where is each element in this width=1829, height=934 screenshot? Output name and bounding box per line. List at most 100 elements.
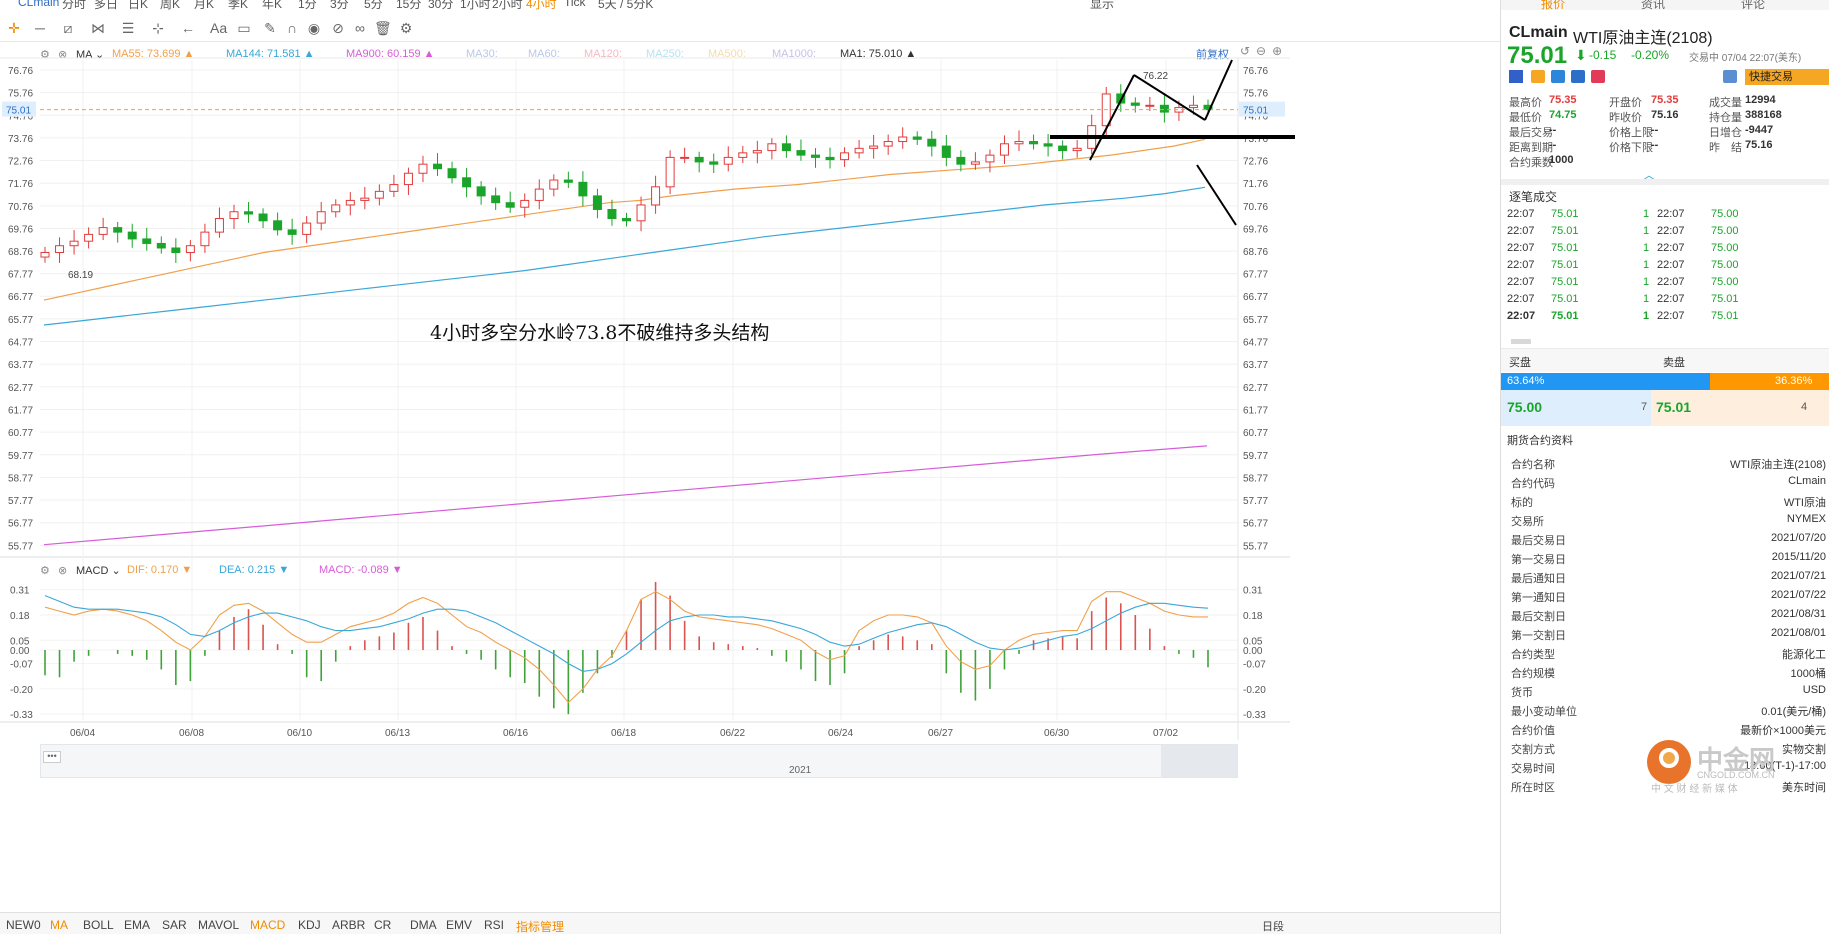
candle[interactable] bbox=[623, 219, 631, 221]
macd-legend-item[interactable]: MACD: -0.089 ▼ bbox=[319, 564, 403, 576]
candle[interactable] bbox=[303, 223, 311, 234]
indicator-tab[interactable]: MA bbox=[50, 918, 68, 932]
period-toggle[interactable]: 日段 bbox=[1262, 918, 1284, 934]
candle[interactable] bbox=[230, 212, 238, 219]
indicator-tab[interactable]: EMA bbox=[124, 918, 150, 932]
doc-icon[interactable] bbox=[1571, 70, 1585, 83]
candle[interactable] bbox=[695, 157, 703, 162]
candle[interactable] bbox=[782, 144, 790, 151]
candle[interactable] bbox=[768, 144, 776, 151]
candle[interactable] bbox=[1189, 105, 1197, 107]
indicator-tab[interactable]: NEW0 bbox=[6, 918, 41, 932]
candle[interactable] bbox=[928, 139, 936, 146]
candle[interactable] bbox=[85, 234, 93, 241]
candle[interactable] bbox=[681, 157, 689, 158]
indicator-tab[interactable]: 指标管理 bbox=[516, 918, 564, 934]
candle[interactable] bbox=[753, 151, 761, 153]
candle[interactable] bbox=[434, 164, 442, 169]
candle[interactable] bbox=[899, 137, 907, 142]
indicator-tab[interactable]: CR bbox=[374, 918, 391, 932]
candle[interactable] bbox=[506, 203, 514, 208]
candle[interactable] bbox=[70, 241, 78, 246]
candle[interactable] bbox=[1044, 144, 1052, 146]
candle[interactable] bbox=[463, 178, 471, 187]
candle[interactable] bbox=[390, 185, 398, 192]
candle[interactable] bbox=[957, 157, 965, 164]
candle[interactable] bbox=[1073, 148, 1081, 150]
candle[interactable] bbox=[346, 200, 354, 205]
candle[interactable] bbox=[143, 239, 151, 244]
candle[interactable] bbox=[841, 153, 849, 160]
candle[interactable] bbox=[186, 246, 194, 253]
indicator-tab[interactable]: DMA bbox=[410, 918, 437, 932]
candle[interactable] bbox=[1015, 142, 1023, 144]
candle[interactable] bbox=[172, 248, 180, 253]
candle[interactable] bbox=[477, 187, 485, 196]
candle[interactable] bbox=[971, 162, 979, 164]
candle[interactable] bbox=[550, 180, 558, 189]
candle[interactable] bbox=[332, 205, 340, 212]
candle[interactable] bbox=[1146, 105, 1154, 106]
indicator-tab[interactable]: RSI bbox=[484, 918, 504, 932]
candle[interactable] bbox=[826, 157, 834, 159]
panel-tab[interactable]: 评论 bbox=[1741, 0, 1765, 10]
candle[interactable] bbox=[419, 164, 427, 173]
candle[interactable] bbox=[884, 142, 892, 147]
candle[interactable] bbox=[1030, 142, 1038, 144]
navigator-more-icon[interactable]: ••• bbox=[43, 751, 61, 763]
ticks-scrollbar[interactable] bbox=[1511, 339, 1531, 344]
indicator-tab[interactable]: MACD bbox=[250, 918, 285, 932]
candle[interactable] bbox=[870, 146, 878, 148]
candle[interactable] bbox=[274, 221, 282, 230]
candle[interactable] bbox=[492, 196, 500, 203]
candle[interactable] bbox=[652, 187, 660, 205]
candle[interactable] bbox=[128, 232, 136, 239]
candle[interactable] bbox=[637, 205, 645, 221]
macd-settings-icon[interactable]: ⚙ bbox=[40, 564, 50, 577]
candle[interactable] bbox=[41, 253, 49, 258]
indicator-tab[interactable]: SAR bbox=[162, 918, 187, 932]
panel-tab[interactable]: 资讯 bbox=[1641, 0, 1665, 10]
indicator-tab[interactable]: EMV bbox=[446, 918, 472, 932]
candle[interactable] bbox=[99, 228, 107, 235]
candle[interactable] bbox=[811, 155, 819, 157]
candle[interactable] bbox=[1059, 146, 1067, 151]
indicator-tab[interactable]: BOLL bbox=[83, 918, 114, 932]
candle[interactable] bbox=[564, 180, 572, 182]
candle[interactable] bbox=[739, 153, 747, 158]
candle[interactable] bbox=[579, 182, 587, 196]
candle[interactable] bbox=[1131, 103, 1139, 105]
candle[interactable] bbox=[986, 155, 994, 162]
user-icon[interactable] bbox=[1551, 70, 1565, 83]
candle[interactable] bbox=[404, 173, 412, 184]
indicator-tab[interactable]: MAVOL bbox=[198, 918, 239, 932]
macd-close-icon[interactable]: ⊗ bbox=[58, 564, 67, 577]
candle[interactable] bbox=[361, 198, 369, 200]
macd-legend-item[interactable]: MACD ⌄ bbox=[76, 564, 121, 577]
time-navigator[interactable]: ••• 2021 bbox=[40, 744, 1238, 778]
bell-icon[interactable] bbox=[1723, 70, 1737, 83]
candle[interactable] bbox=[521, 200, 529, 207]
candle[interactable] bbox=[710, 162, 718, 164]
panel-tab[interactable]: 报价 bbox=[1541, 0, 1565, 10]
candle[interactable] bbox=[1000, 144, 1008, 155]
candle[interactable] bbox=[114, 228, 122, 233]
candle[interactable] bbox=[448, 169, 456, 178]
candle[interactable] bbox=[535, 189, 543, 200]
candle[interactable] bbox=[317, 212, 325, 223]
candle[interactable] bbox=[942, 146, 950, 157]
candle[interactable] bbox=[56, 246, 64, 253]
macd-legend-item[interactable]: DEA: 0.215 ▼ bbox=[219, 564, 289, 576]
candle[interactable] bbox=[1160, 105, 1168, 112]
candle[interactable] bbox=[201, 232, 209, 246]
candle[interactable] bbox=[666, 157, 674, 186]
candle[interactable] bbox=[593, 196, 601, 210]
candle[interactable] bbox=[855, 148, 863, 153]
navigator-window[interactable] bbox=[1161, 745, 1237, 777]
indicator-tab[interactable]: KDJ bbox=[298, 918, 321, 932]
candle[interactable] bbox=[259, 214, 267, 221]
candle[interactable] bbox=[608, 209, 616, 218]
candle[interactable] bbox=[245, 212, 253, 214]
candle[interactable] bbox=[913, 137, 921, 139]
